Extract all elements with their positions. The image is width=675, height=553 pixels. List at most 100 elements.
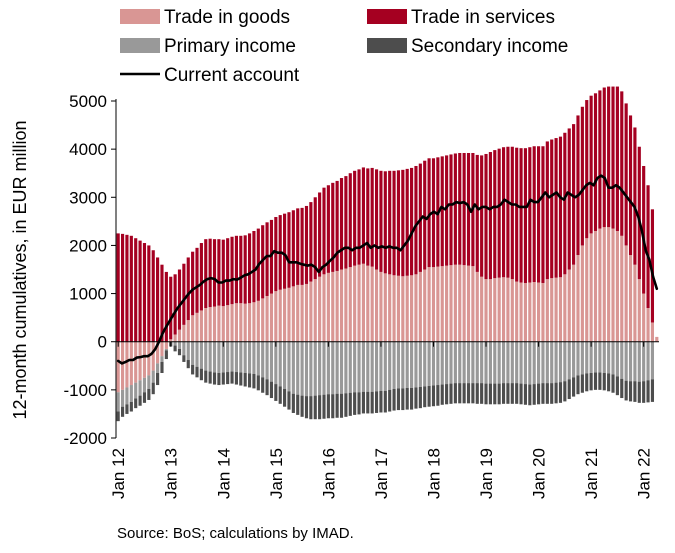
bar-primary-94 <box>528 341 532 385</box>
negative-bars <box>116 341 655 422</box>
bar-services-89 <box>506 146 510 278</box>
bar-primary-89 <box>506 341 510 384</box>
y-tick-label: -1000 <box>64 381 107 400</box>
bar-goods-32 <box>256 300 260 342</box>
bar-services-68 <box>414 165 418 275</box>
bar-services-12 <box>169 276 173 340</box>
bar-goods-53 <box>348 267 352 342</box>
bar-primary-13 <box>173 341 177 346</box>
bar-goods-59 <box>374 269 379 342</box>
bar-goods-67 <box>410 275 414 342</box>
bar-secondary-113 <box>611 374 615 393</box>
bar-goods-119 <box>637 279 641 342</box>
bar-services-16 <box>186 257 190 321</box>
bar-secondary-85 <box>488 383 492 405</box>
y-tick-label: 5000 <box>69 92 107 111</box>
bar-primary-74 <box>440 341 444 385</box>
bar-primary-10 <box>160 356 164 362</box>
bar-secondary-15 <box>182 355 186 362</box>
y-tick-label: 4000 <box>69 140 107 159</box>
bar-secondary-24 <box>221 372 225 385</box>
bar-primary-23 <box>217 341 221 373</box>
bar-goods-57 <box>366 265 370 342</box>
bar-services-36 <box>274 217 278 292</box>
bar-services-39 <box>287 212 291 288</box>
bar-primary-43 <box>304 341 309 397</box>
bar-goods-29 <box>243 303 247 342</box>
bar-secondary-43 <box>304 396 309 419</box>
bar-goods-42 <box>300 284 304 342</box>
bar-goods-118 <box>633 264 637 342</box>
bar-primary-53 <box>348 341 352 393</box>
bar-goods-74 <box>440 266 444 342</box>
bar-secondary-6 <box>142 392 147 403</box>
bar-services-98 <box>545 141 549 280</box>
x-tick-label: Jan 20 <box>530 448 549 499</box>
bar-primary-59 <box>374 341 379 392</box>
bar-goods-88 <box>501 277 506 342</box>
bar-goods-0 <box>116 341 120 393</box>
bar-goods-98 <box>545 279 549 342</box>
bar-secondary-103 <box>567 379 571 400</box>
bar-secondary-14 <box>177 348 182 356</box>
bar-secondary-114 <box>615 376 619 396</box>
bar-goods-75 <box>445 265 449 342</box>
bar-secondary-75 <box>445 384 449 405</box>
bar-secondary-94 <box>528 384 532 406</box>
legend-label-goods: Trade in goods <box>164 7 290 28</box>
bar-primary-100 <box>554 341 558 383</box>
x-tick-label: Jan 21 <box>582 448 601 499</box>
bar-secondary-104 <box>572 377 576 397</box>
bar-primary-8 <box>151 370 155 383</box>
bar-services-96 <box>537 146 541 283</box>
bar-primary-80 <box>466 341 471 384</box>
bar-goods-36 <box>274 291 278 342</box>
bar-secondary-117 <box>628 381 633 402</box>
bar-secondary-79 <box>462 383 466 404</box>
bar-primary-64 <box>396 341 401 389</box>
bar-secondary-100 <box>554 382 558 404</box>
bar-goods-16 <box>186 320 190 342</box>
bar-primary-79 <box>462 341 466 384</box>
bar-services-104 <box>572 124 576 265</box>
bar-services-87 <box>497 148 501 278</box>
bar-primary-29 <box>243 341 247 373</box>
bar-goods-85 <box>488 279 492 342</box>
bar-secondary-5 <box>138 395 142 406</box>
bar-secondary-68 <box>414 387 418 409</box>
bar-services-113 <box>611 86 615 229</box>
bar-goods-34 <box>265 295 269 342</box>
bar-secondary-109 <box>593 372 598 390</box>
bar-services-34 <box>265 222 269 296</box>
bar-primary-6 <box>142 377 147 393</box>
bar-services-115 <box>620 91 624 236</box>
bar-secondary-102 <box>563 381 567 402</box>
bar-secondary-107 <box>585 373 589 392</box>
bar-primary-55 <box>357 341 361 393</box>
bar-primary-16 <box>186 341 190 360</box>
bar-goods-84 <box>484 279 488 342</box>
bar-secondary-61 <box>383 390 387 413</box>
bar-secondary-99 <box>550 383 554 404</box>
bar-goods-27 <box>234 303 238 342</box>
bar-goods-92 <box>519 282 523 342</box>
bar-primary-75 <box>445 341 449 385</box>
bar-services-24 <box>221 239 225 307</box>
bar-services-20 <box>204 239 208 309</box>
bar-goods-90 <box>510 279 514 342</box>
bar-goods-28 <box>239 303 243 342</box>
bar-services-56 <box>361 167 365 264</box>
bar-goods-39 <box>287 287 291 342</box>
bar-primary-120 <box>642 341 646 382</box>
y-tick-label: 1000 <box>69 285 107 304</box>
bar-primary-58 <box>370 341 374 392</box>
bar-services-28 <box>239 235 243 304</box>
bar-secondary-47 <box>322 394 326 419</box>
bar-services-54 <box>353 170 357 266</box>
bar-services-48 <box>326 185 330 273</box>
bar-goods-13 <box>173 334 177 342</box>
bar-goods-66 <box>405 275 409 342</box>
bar-secondary-50 <box>335 393 339 418</box>
bar-goods-48 <box>326 272 330 342</box>
